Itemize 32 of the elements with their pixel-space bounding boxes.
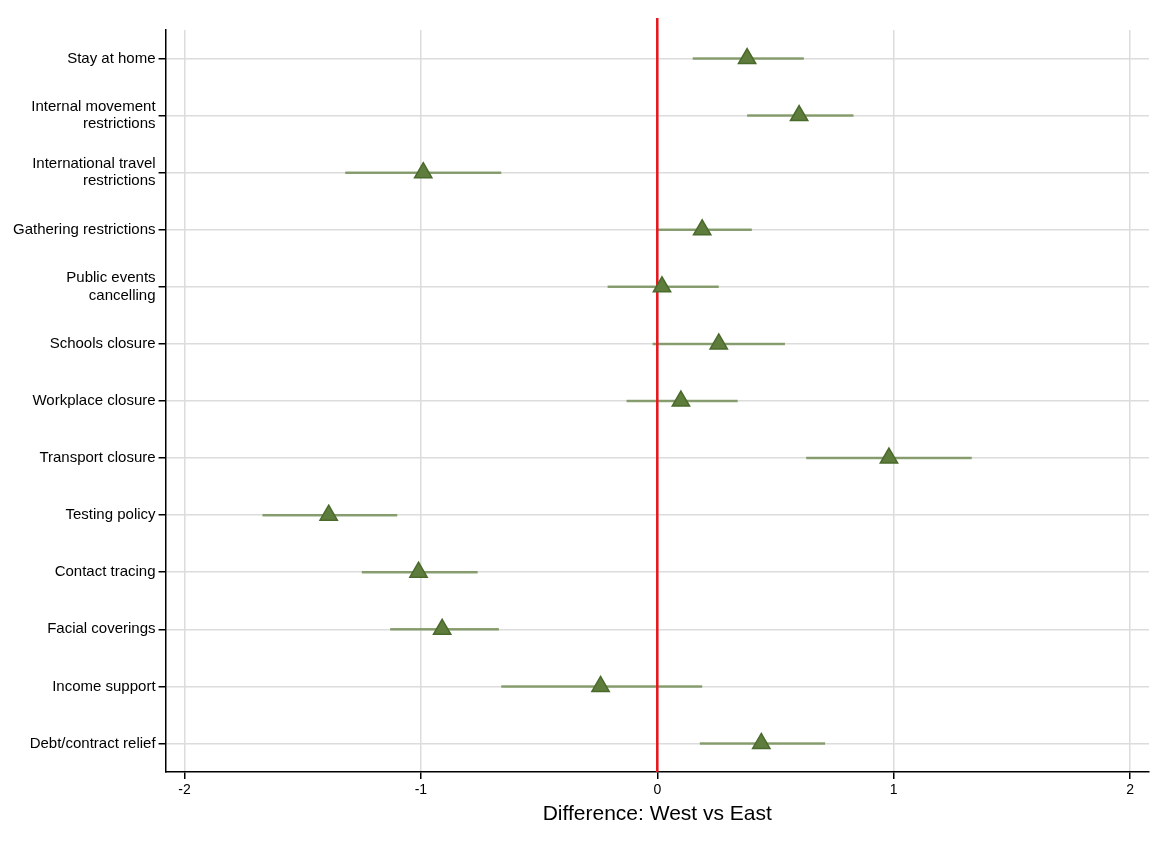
point	[652, 276, 672, 293]
x-tick-label: 1	[889, 781, 898, 798]
point	[671, 390, 691, 407]
y-tick-label: Gathering restrictions	[13, 219, 156, 237]
point	[591, 675, 610, 693]
y-tick-label: Workplace closure	[32, 391, 156, 409]
y-tick-label: Stay at home	[67, 48, 156, 66]
y-tick-label: Testing policy	[65, 505, 157, 523]
y-tick-label: Schools closure	[49, 334, 156, 352]
x-axis-title: Difference: West vs East	[542, 801, 773, 825]
point	[692, 219, 712, 236]
point	[789, 104, 809, 122]
point	[319, 504, 339, 521]
point	[751, 732, 771, 750]
point	[737, 47, 757, 65]
x-tick-label: 0	[653, 781, 662, 798]
y-tick-label: Internal movement restrictions	[31, 97, 157, 132]
y-tick-label: International travel restrictions	[32, 154, 156, 189]
y-tick-label: Facial coverings	[47, 619, 156, 637]
point	[432, 618, 452, 636]
point	[413, 161, 433, 179]
point	[879, 447, 899, 464]
point	[709, 333, 729, 350]
point	[409, 561, 428, 578]
y-tick-label: Income support	[52, 676, 157, 694]
y-tick-label: Debt/contract relief	[29, 733, 157, 751]
y-tick-label: Contact tracing	[54, 562, 156, 580]
y-tick-label: Public events cancelling	[66, 268, 156, 303]
x-tick-label: 2	[1126, 781, 1135, 798]
x-tick-label: -2	[178, 781, 191, 798]
x-tick-label: -1	[414, 781, 428, 798]
y-tick-label: Transport closure	[39, 448, 156, 466]
